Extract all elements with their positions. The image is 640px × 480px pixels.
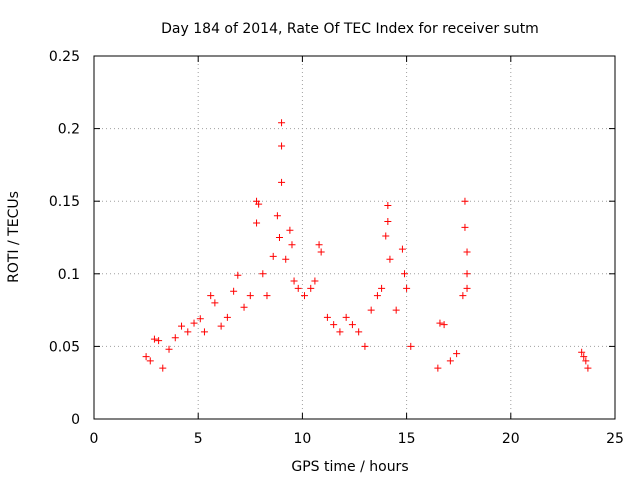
data-point bbox=[234, 271, 242, 279]
data-point bbox=[330, 321, 338, 329]
data-point bbox=[584, 364, 592, 372]
y-tick-label: 0 bbox=[71, 412, 80, 428]
x-axis-label: GPS time / hours bbox=[291, 459, 408, 475]
data-point bbox=[159, 364, 167, 372]
data-point bbox=[459, 292, 467, 300]
data-point bbox=[446, 357, 454, 365]
data-point bbox=[223, 313, 231, 321]
data-point bbox=[294, 284, 302, 292]
data-point bbox=[207, 292, 215, 300]
data-point bbox=[367, 306, 375, 314]
data-point bbox=[315, 241, 323, 249]
data-point bbox=[342, 313, 350, 321]
data-point bbox=[278, 142, 286, 150]
data-point bbox=[378, 284, 386, 292]
data-point bbox=[190, 319, 198, 327]
data-point bbox=[323, 313, 331, 321]
data-point bbox=[407, 342, 415, 350]
data-point bbox=[386, 255, 394, 263]
x-tick-label: 10 bbox=[293, 431, 311, 447]
axis-ticks: 0 5 10 15 20 25 0 0.05 0.1 0.15 0.2 0.25 bbox=[49, 49, 624, 447]
data-point bbox=[278, 119, 286, 127]
data-point bbox=[217, 322, 225, 330]
data-point bbox=[384, 218, 392, 226]
data-point bbox=[463, 284, 471, 292]
data-point bbox=[348, 321, 356, 329]
x-tick-label: 25 bbox=[606, 431, 624, 447]
data-point bbox=[440, 321, 448, 329]
data-point bbox=[196, 315, 204, 323]
data-point bbox=[582, 357, 590, 365]
data-point bbox=[275, 234, 283, 241]
data-point bbox=[461, 197, 469, 205]
data-point bbox=[580, 353, 588, 361]
data-point bbox=[463, 270, 471, 278]
data-point bbox=[307, 284, 315, 292]
data-point bbox=[373, 292, 381, 300]
data-point bbox=[230, 287, 238, 295]
data-point bbox=[171, 334, 179, 342]
data-point bbox=[361, 342, 369, 350]
data-point bbox=[578, 348, 586, 356]
data-point bbox=[178, 322, 186, 330]
data-point bbox=[259, 270, 267, 278]
data-point bbox=[146, 357, 154, 365]
data-point bbox=[255, 200, 263, 208]
data-point bbox=[142, 353, 150, 361]
data-point bbox=[453, 350, 461, 358]
data-points bbox=[142, 119, 592, 372]
data-point bbox=[184, 328, 192, 336]
plot-frame bbox=[93, 55, 616, 420]
x-tick-label: 5 bbox=[194, 431, 203, 447]
data-point bbox=[155, 337, 163, 345]
data-point bbox=[384, 202, 392, 210]
data-point bbox=[263, 292, 271, 300]
data-point bbox=[317, 248, 325, 256]
y-tick-label: 0.15 bbox=[49, 194, 80, 210]
data-point bbox=[311, 277, 319, 285]
data-point bbox=[282, 255, 290, 263]
y-tick-label: 0.1 bbox=[58, 267, 80, 283]
data-point bbox=[211, 299, 219, 307]
data-point bbox=[240, 303, 248, 311]
data-point bbox=[461, 223, 469, 231]
data-point bbox=[398, 245, 406, 253]
data-point bbox=[278, 178, 286, 186]
data-point bbox=[273, 212, 281, 220]
data-point bbox=[246, 292, 254, 300]
data-point bbox=[150, 335, 158, 343]
data-point bbox=[336, 328, 344, 336]
data-point bbox=[290, 277, 298, 285]
data-point bbox=[200, 328, 208, 336]
data-point bbox=[382, 232, 390, 240]
data-point bbox=[165, 345, 173, 353]
data-point bbox=[253, 219, 261, 227]
y-tick-label: 0.25 bbox=[49, 49, 80, 65]
x-tick-label: 0 bbox=[90, 431, 99, 447]
grid-lines bbox=[94, 56, 615, 419]
data-point bbox=[392, 306, 400, 314]
data-point bbox=[269, 252, 277, 260]
data-point bbox=[463, 248, 471, 256]
data-point bbox=[300, 292, 308, 300]
y-tick-label: 0.05 bbox=[49, 339, 80, 355]
y-tick-label: 0.2 bbox=[58, 122, 80, 138]
x-tick-label: 15 bbox=[398, 431, 416, 447]
x-tick-label: 20 bbox=[502, 431, 520, 447]
y-axis-label: ROTI / TECUs bbox=[6, 191, 22, 283]
data-point bbox=[288, 241, 296, 249]
data-point bbox=[355, 328, 363, 336]
chart-title: Day 184 of 2014, Rate Of TEC Index for r… bbox=[161, 21, 539, 37]
data-point bbox=[401, 270, 409, 278]
data-point bbox=[403, 284, 411, 292]
data-point bbox=[436, 319, 444, 327]
data-point bbox=[286, 226, 294, 234]
data-point bbox=[434, 364, 442, 372]
